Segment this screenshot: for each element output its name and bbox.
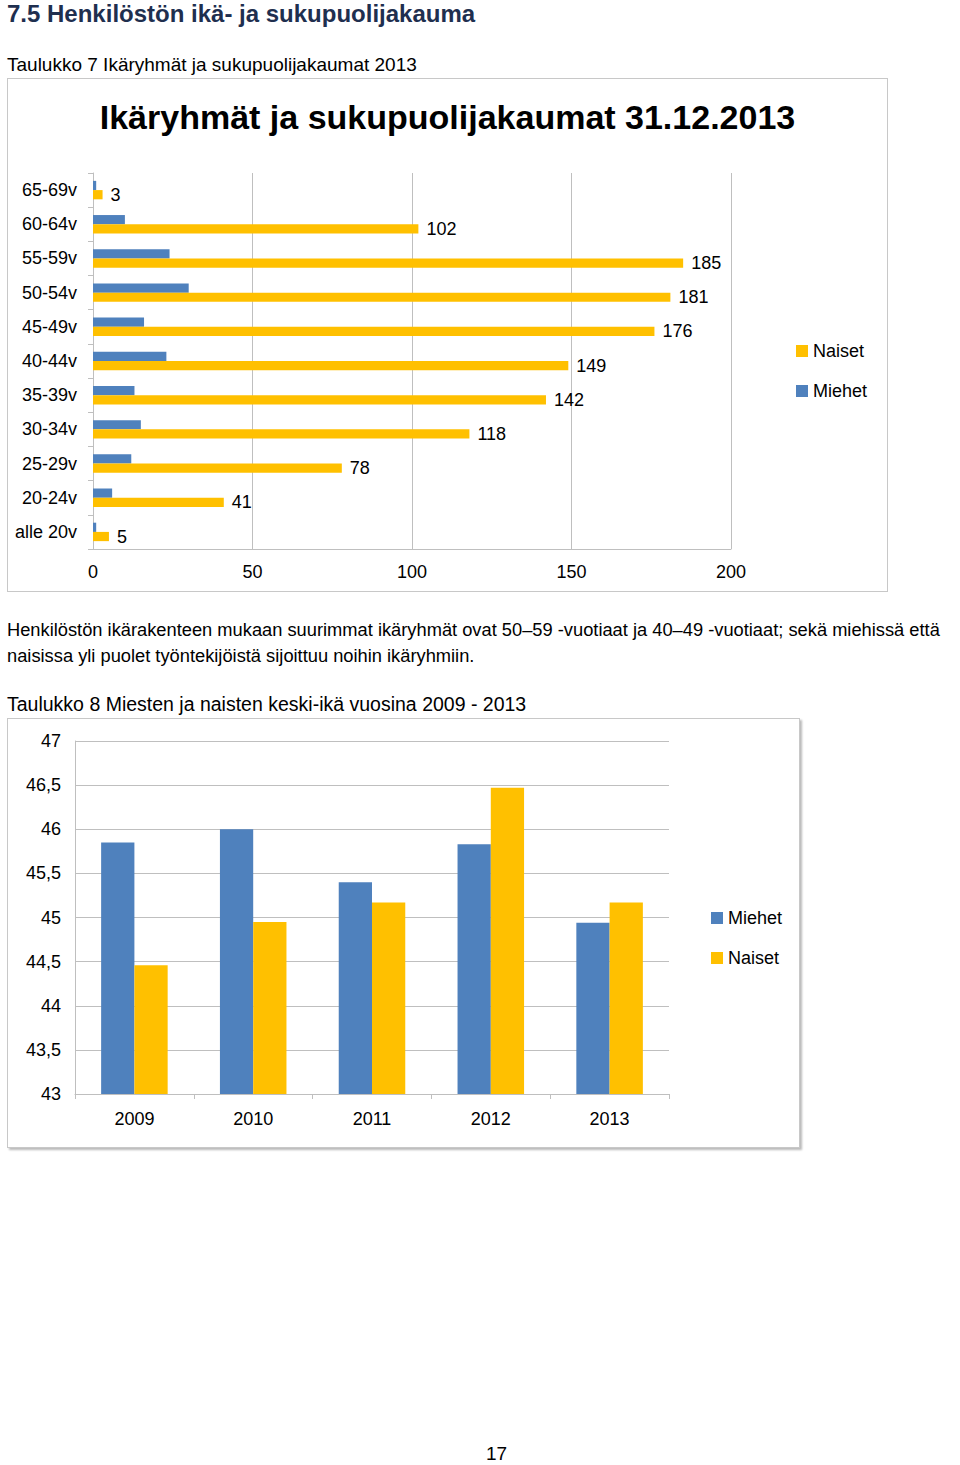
- svg-text:25-29v: 25-29v: [22, 454, 77, 474]
- svg-text:55-59v: 55-59v: [22, 248, 77, 268]
- html-text:Taulukko 7 Ikäryhmät ja sukupu: Taulukko 7 Ikäryhmät ja sukupuolijakauma…: [7, 54, 417, 75]
- svg-text:3: 3: [111, 185, 121, 205]
- svg-text:alle 20v: alle 20v: [15, 522, 77, 542]
- svg-text:200: 200: [716, 562, 746, 582]
- svg-text:Miehet: Miehet: [813, 381, 867, 401]
- svg-text:45: 45: [41, 908, 61, 928]
- svg-text:41: 41: [232, 492, 252, 512]
- svg-text:Miehet: Miehet: [728, 908, 782, 928]
- svg-text:45,5: 45,5: [26, 863, 61, 883]
- svg-text:44: 44: [41, 996, 61, 1016]
- svg-text:142: 142: [554, 390, 584, 410]
- html-text:7.5 Henkilöstön ikä- ja sukupu: 7.5 Henkilöstön ikä- ja sukupuolijakauma: [7, 0, 476, 27]
- svg-text:0: 0: [88, 562, 98, 582]
- svg-text:Naiset: Naiset: [728, 948, 779, 968]
- svg-text:43: 43: [41, 1084, 61, 1104]
- svg-text:2011: 2011: [353, 1109, 392, 1129]
- svg-text:35-39v: 35-39v: [22, 385, 77, 405]
- svg-text:176: 176: [662, 321, 692, 341]
- svg-text:2010: 2010: [233, 1109, 273, 1129]
- svg-text:20-24v: 20-24v: [22, 488, 77, 508]
- svg-text:46: 46: [41, 819, 61, 839]
- html-text:17: 17: [486, 1443, 508, 1464]
- svg-text:100: 100: [397, 562, 427, 582]
- html-text:Taulukko 8 Miesten ja naisten: Taulukko 8 Miesten ja naisten keski-ikä …: [7, 693, 527, 715]
- svg-text:Naiset: Naiset: [813, 341, 864, 361]
- svg-text:60-64v: 60-64v: [22, 214, 77, 234]
- svg-text:65-69v: 65-69v: [22, 180, 77, 200]
- svg-text:102: 102: [426, 219, 456, 239]
- svg-text:2009: 2009: [114, 1109, 154, 1129]
- svg-text:Ikäryhmät ja sukupuolijakaumat: Ikäryhmät ja sukupuolijakaumat 31.12.201…: [100, 98, 795, 136]
- svg-text:5: 5: [117, 527, 127, 547]
- html-text:Henkilöstön ikärakenteen mukaa: Henkilöstön ikärakenteen mukaan suurimma…: [7, 619, 940, 666]
- svg-text:78: 78: [350, 458, 370, 478]
- svg-text:2013: 2013: [590, 1109, 630, 1129]
- svg-text:50: 50: [242, 562, 262, 582]
- svg-text:118: 118: [477, 424, 506, 444]
- svg-text:149: 149: [576, 356, 606, 376]
- svg-text:50-54v: 50-54v: [22, 283, 77, 303]
- svg-text:30-34v: 30-34v: [22, 419, 77, 439]
- svg-text:44,5: 44,5: [26, 952, 61, 972]
- svg-text:150: 150: [556, 562, 586, 582]
- svg-text:40-44v: 40-44v: [22, 351, 77, 371]
- svg-text:185: 185: [691, 253, 721, 273]
- svg-text:45-49v: 45-49v: [22, 317, 77, 337]
- svg-text:2012: 2012: [471, 1109, 511, 1129]
- svg-text:43,5: 43,5: [26, 1040, 61, 1060]
- svg-text:181: 181: [678, 287, 708, 307]
- svg-text:47: 47: [41, 731, 61, 751]
- svg-text:46,5: 46,5: [26, 775, 61, 795]
